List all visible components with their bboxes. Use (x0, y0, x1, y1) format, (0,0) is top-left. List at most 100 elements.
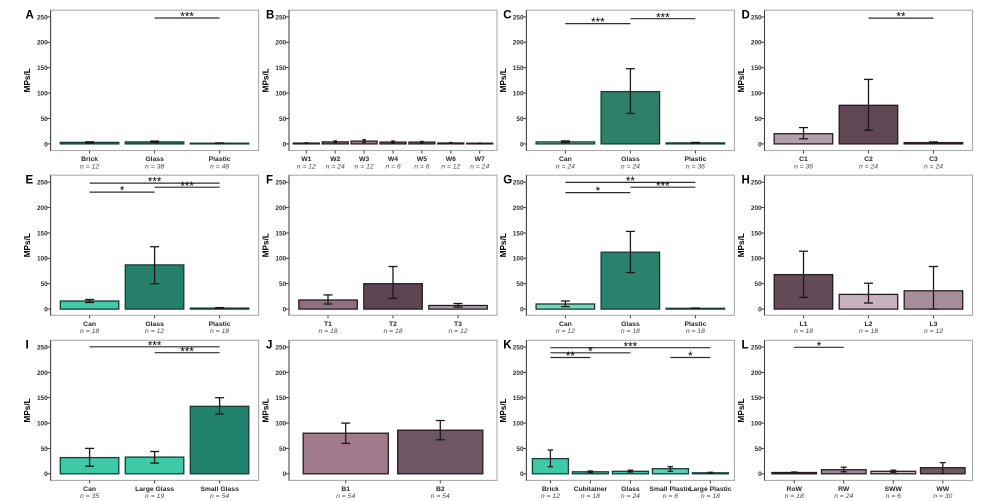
svg-text:0: 0 (283, 141, 287, 148)
svg-text:W5: W5 (417, 156, 427, 163)
svg-text:***: *** (656, 181, 670, 193)
svg-text:C1: C1 (799, 156, 808, 163)
svg-text:n = 48: n = 48 (210, 163, 229, 170)
svg-text:100: 100 (37, 256, 48, 263)
svg-text:200: 200 (37, 370, 48, 377)
svg-text:Plastic: Plastic (209, 156, 231, 163)
svg-text:Glass: Glass (145, 156, 164, 163)
svg-text:W7: W7 (475, 156, 485, 163)
svg-text:250: 250 (751, 180, 762, 187)
svg-text:n = 18: n = 18 (80, 328, 99, 335)
svg-text:MPs/L: MPs/L (499, 68, 508, 92)
svg-text:250: 250 (513, 180, 524, 187)
svg-text:50: 50 (279, 446, 287, 453)
svg-text:n = 24: n = 24 (859, 163, 878, 170)
svg-text:0: 0 (44, 141, 48, 148)
svg-text:50: 50 (754, 281, 762, 288)
svg-text:n = 24: n = 24 (924, 163, 943, 170)
svg-text:n = 12: n = 12 (924, 328, 943, 335)
svg-text:0: 0 (283, 307, 287, 314)
svg-text:n = 54: n = 54 (210, 493, 229, 500)
svg-text:100: 100 (513, 256, 524, 263)
svg-text:0: 0 (758, 141, 762, 148)
svg-text:200: 200 (275, 205, 286, 212)
svg-text:MPs/L: MPs/L (499, 398, 508, 422)
svg-text:*: * (817, 341, 822, 353)
svg-text:100: 100 (37, 91, 48, 98)
svg-text:100: 100 (751, 421, 762, 428)
svg-text:250: 250 (751, 344, 762, 351)
svg-text:***: *** (656, 12, 670, 24)
svg-text:250: 250 (37, 344, 48, 351)
svg-text:A: A (26, 10, 34, 22)
svg-text:Small Glass: Small Glass (200, 486, 239, 493)
svg-text:n = 12: n = 12 (297, 163, 316, 170)
svg-text:MPs/L: MPs/L (23, 398, 32, 422)
svg-text:150: 150 (37, 65, 48, 72)
svg-text:*: * (596, 186, 601, 198)
svg-text:Glass: Glass (145, 321, 164, 328)
svg-text:50: 50 (41, 446, 49, 453)
svg-text:200: 200 (37, 205, 48, 212)
svg-text:MPs/L: MPs/L (737, 233, 746, 257)
svg-text:250: 250 (275, 14, 286, 21)
svg-text:50: 50 (41, 281, 49, 288)
svg-text:Can: Can (559, 321, 572, 328)
svg-text:0: 0 (520, 471, 524, 478)
svg-text:n = 24: n = 24 (621, 493, 640, 500)
svg-text:SWW: SWW (885, 486, 903, 493)
svg-text:n = 18: n = 18 (318, 328, 337, 335)
svg-text:***: *** (180, 181, 194, 193)
svg-text:B: B (266, 10, 274, 22)
svg-text:0: 0 (520, 141, 524, 148)
svg-text:I: I (26, 340, 29, 352)
svg-text:150: 150 (751, 65, 762, 72)
svg-text:C2: C2 (864, 156, 873, 163)
svg-text:L3: L3 (930, 321, 938, 328)
svg-text:***: *** (624, 341, 638, 353)
svg-text:250: 250 (275, 180, 286, 187)
svg-text:Can: Can (559, 156, 572, 163)
svg-text:H: H (742, 175, 750, 187)
svg-text:200: 200 (275, 40, 286, 47)
svg-text:D: D (742, 10, 750, 22)
svg-text:n = 18: n = 18 (859, 328, 878, 335)
svg-text:W3: W3 (359, 156, 369, 163)
svg-text:n = 24: n = 24 (834, 493, 853, 500)
svg-text:Glass: Glass (621, 486, 640, 493)
svg-text:Brick: Brick (542, 486, 559, 493)
svg-text:T3: T3 (454, 321, 462, 328)
svg-text:n = 12: n = 12 (448, 328, 467, 335)
svg-text:Cubitainer: Cubitainer (574, 486, 608, 493)
svg-text:Small Plastic: Small Plastic (649, 486, 691, 493)
svg-text:Plastic: Plastic (684, 321, 706, 328)
svg-text:L1: L1 (800, 321, 808, 328)
svg-text:Can: Can (83, 321, 96, 328)
svg-text:50: 50 (279, 281, 287, 288)
svg-text:100: 100 (751, 91, 762, 98)
svg-text:L2: L2 (865, 321, 873, 328)
svg-text:Can: Can (83, 486, 96, 493)
svg-text:*: * (120, 186, 125, 198)
svg-text:T1: T1 (324, 321, 332, 328)
svg-text:**: ** (626, 176, 635, 188)
svg-text:100: 100 (37, 421, 48, 428)
svg-text:250: 250 (275, 344, 286, 351)
svg-text:n = 18: n = 18 (785, 493, 804, 500)
svg-text:n = 24: n = 24 (470, 163, 489, 170)
svg-text:100: 100 (275, 91, 286, 98)
svg-text:***: *** (180, 12, 194, 24)
svg-text:50: 50 (279, 116, 287, 123)
svg-text:200: 200 (513, 40, 524, 47)
svg-text:150: 150 (37, 230, 48, 237)
svg-text:K: K (503, 340, 512, 352)
svg-text:n = 19: n = 19 (145, 493, 164, 500)
svg-text:0: 0 (758, 307, 762, 314)
svg-text:50: 50 (516, 116, 524, 123)
svg-text:n = 18: n = 18 (794, 328, 813, 335)
svg-text:WW: WW (936, 486, 949, 493)
svg-text:100: 100 (513, 91, 524, 98)
svg-text:0: 0 (758, 471, 762, 478)
svg-text:n = 24: n = 24 (326, 163, 345, 170)
svg-text:MPs/L: MPs/L (737, 68, 746, 92)
